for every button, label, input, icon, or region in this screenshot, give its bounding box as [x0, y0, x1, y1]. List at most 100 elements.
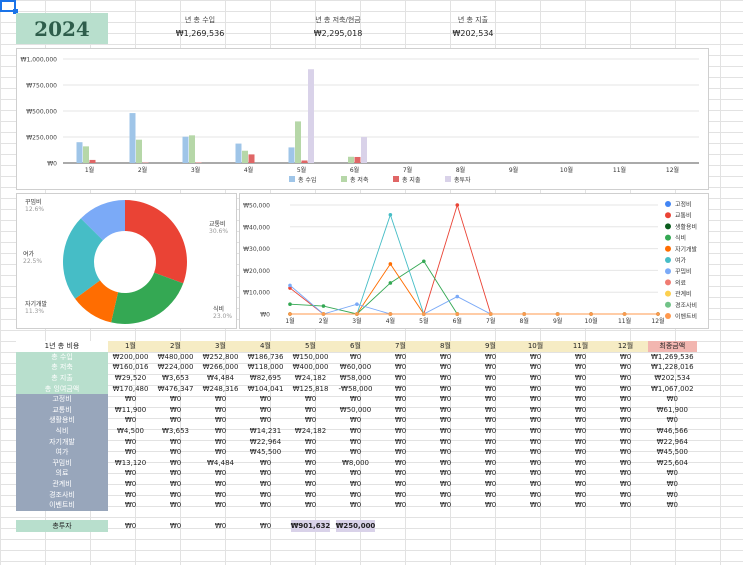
table-cell[interactable]: ₩0	[214, 416, 227, 425]
bar[interactable]	[89, 159, 96, 163]
table-cell[interactable]: ₩266,000	[202, 363, 239, 372]
table-cell[interactable]: ₩0	[394, 374, 407, 383]
table-cell[interactable]: ₩0	[214, 427, 227, 436]
bar[interactable]	[83, 146, 89, 163]
row-label[interactable]: 총 지출	[16, 372, 108, 384]
table-cell[interactable]: ₩0	[169, 469, 182, 478]
line-point[interactable]	[321, 312, 326, 316]
row-label[interactable]: 자기개발	[16, 436, 108, 447]
table-cell[interactable]: ₩0	[214, 437, 227, 446]
table-cell[interactable]: ₩0	[439, 352, 452, 361]
table-cell[interactable]: ₩0	[349, 427, 362, 436]
table-cell[interactable]: ₩0	[619, 384, 632, 393]
table-cell[interactable]: ₩24,182	[294, 374, 327, 383]
table-cell[interactable]: ₩0	[484, 352, 497, 361]
table-cell[interactable]: ₩0	[394, 501, 407, 510]
row-total[interactable]: ₩0	[666, 469, 678, 478]
month-header[interactable]: 10월	[513, 341, 558, 352]
table-cell[interactable]: ₩0	[529, 469, 542, 478]
line-point[interactable]	[555, 312, 560, 316]
table-cell[interactable]: ₩0	[439, 490, 452, 499]
month-header[interactable]: 4월	[243, 341, 288, 352]
table-cell[interactable]: ₩0	[484, 427, 497, 436]
cell-selector[interactable]	[0, 0, 16, 12]
row-label[interactable]: 교통비	[16, 404, 108, 416]
table-cell[interactable]: ₩0	[484, 480, 497, 489]
bar[interactable]	[182, 136, 189, 163]
table-cell[interactable]: ₩0	[124, 437, 137, 446]
line-series[interactable]	[289, 285, 658, 315]
pie-slice[interactable]	[62, 218, 103, 299]
line-point[interactable]	[288, 283, 292, 288]
table-cell[interactable]: ₩0	[619, 437, 632, 446]
bar[interactable]	[288, 147, 295, 163]
table-cell[interactable]: ₩0	[304, 416, 317, 425]
month-header[interactable]: 8월	[423, 341, 468, 352]
row-label[interactable]: 식비	[16, 425, 108, 437]
table-cell[interactable]: ₩0	[214, 469, 227, 478]
table-cell[interactable]: ₩0	[349, 352, 362, 361]
table-cell[interactable]: ₩0	[574, 480, 587, 489]
table-cell[interactable]: ₩0	[484, 448, 497, 457]
table-cell[interactable]: ₩0	[394, 395, 407, 404]
table-cell[interactable]: ₩0	[619, 374, 632, 383]
table-cell[interactable]: ₩0	[349, 501, 362, 510]
table-cell[interactable]: ₩0	[349, 480, 362, 489]
table-cell[interactable]: ₩0	[619, 480, 632, 489]
investment-cell[interactable]: ₩0	[214, 522, 227, 530]
pie-slice[interactable]	[111, 272, 184, 324]
table-cell[interactable]: ₩22,964	[249, 437, 282, 446]
table-cell[interactable]: ₩29,520	[114, 374, 147, 383]
table-cell[interactable]: ₩400,000	[292, 363, 329, 372]
table-cell[interactable]: ₩0	[304, 469, 317, 478]
line-point[interactable]	[455, 294, 460, 299]
row-label[interactable]: 생활용비	[16, 415, 108, 426]
table-cell[interactable]: ₩0	[484, 501, 497, 510]
table-cell[interactable]: ₩0	[619, 490, 632, 499]
table-cell[interactable]: ₩0	[574, 448, 587, 457]
bar[interactable]	[348, 156, 354, 163]
table-cell[interactable]: ₩0	[394, 458, 407, 467]
investment-cell[interactable]: ₩0	[169, 522, 182, 530]
row-total[interactable]: ₩0	[666, 395, 678, 404]
table-cell[interactable]: ₩0	[529, 480, 542, 489]
bar[interactable]	[189, 135, 195, 163]
row-label[interactable]: 고정비	[16, 393, 108, 405]
table-cell[interactable]: ₩0	[529, 374, 542, 383]
table-cell[interactable]: ₩0	[439, 469, 452, 478]
table-cell[interactable]: ₩0	[484, 384, 497, 393]
row-label[interactable]: 여가	[16, 446, 108, 458]
table-cell[interactable]: ₩0	[214, 395, 227, 404]
table-cell[interactable]: ₩0	[394, 352, 407, 361]
table-cell[interactable]: ₩104,041	[247, 384, 284, 393]
investment-cell[interactable]: ₩0	[259, 522, 272, 530]
total-header[interactable]: 최종금액	[648, 341, 697, 352]
table-cell[interactable]: ₩0	[529, 405, 542, 414]
table-cell[interactable]: ₩0	[349, 469, 362, 478]
table-cell[interactable]: ₩0	[394, 363, 407, 372]
table-cell[interactable]: ₩0	[349, 437, 362, 446]
month-header[interactable]: 9월	[468, 341, 513, 352]
month-header[interactable]: 5월	[288, 341, 333, 352]
bar[interactable]	[354, 156, 361, 163]
table-cell[interactable]: ₩8,000	[342, 458, 369, 467]
table-cell[interactable]: ₩0	[169, 437, 182, 446]
table-cell[interactable]: ₩0	[529, 448, 542, 457]
month-header[interactable]: 1월	[108, 341, 153, 352]
line-point[interactable]	[622, 312, 627, 316]
table-cell[interactable]: ₩0	[484, 490, 497, 499]
table-cell[interactable]: ₩160,016	[112, 363, 149, 372]
table-cell[interactable]: ₩0	[169, 501, 182, 510]
row-total[interactable]: ₩46,566	[656, 427, 688, 436]
table-cell[interactable]: ₩0	[304, 490, 317, 499]
table-cell[interactable]: ₩3,653	[162, 374, 189, 383]
table-cell[interactable]: ₩0	[529, 395, 542, 404]
month-header[interactable]: 2월	[153, 341, 198, 352]
table-cell[interactable]: ₩45,500	[249, 448, 282, 457]
table-cell[interactable]: ₩0	[394, 427, 407, 436]
table-cell[interactable]: ₩82,695	[249, 374, 282, 383]
line-point[interactable]	[355, 312, 359, 316]
table-cell[interactable]: ₩0	[574, 501, 587, 510]
table-cell[interactable]: ₩0	[439, 363, 452, 372]
table-cell[interactable]: ₩0	[349, 448, 362, 457]
